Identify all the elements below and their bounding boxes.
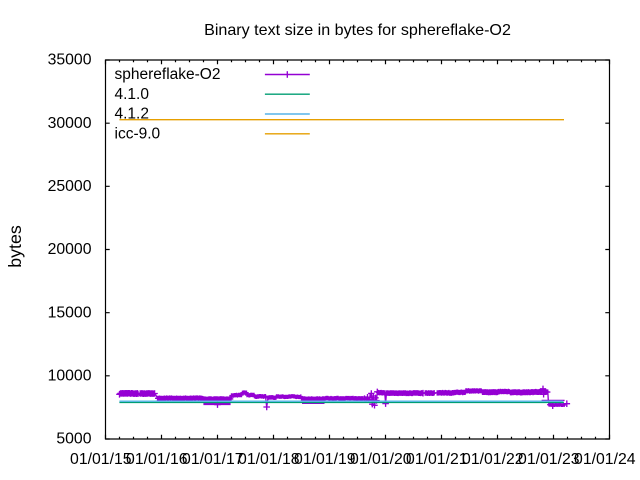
svg-text:01/01/23: 01/01/23	[518, 451, 580, 468]
svg-text:icc-9.0: icc-9.0	[115, 126, 161, 143]
svg-text:01/01/24: 01/01/24	[574, 451, 636, 468]
svg-text:01/01/20: 01/01/20	[350, 451, 412, 468]
svg-text:01/01/17: 01/01/17	[182, 451, 244, 468]
svg-text:sphereflake-O2: sphereflake-O2	[115, 66, 221, 83]
svg-text:01/01/21: 01/01/21	[406, 451, 468, 468]
svg-text:35000: 35000	[48, 52, 92, 69]
svg-text:5000: 5000	[56, 431, 91, 448]
svg-text:01/01/22: 01/01/22	[462, 451, 524, 468]
svg-text:15000: 15000	[48, 304, 92, 321]
svg-text:01/01/19: 01/01/19	[294, 451, 356, 468]
svg-text:25000: 25000	[48, 178, 92, 195]
svg-text:4.1.2: 4.1.2	[115, 106, 149, 123]
svg-text:01/01/16: 01/01/16	[126, 451, 188, 468]
svg-text:bytes: bytes	[5, 225, 25, 268]
svg-text:10000: 10000	[48, 368, 92, 385]
svg-text:4.1.0: 4.1.0	[115, 86, 150, 103]
svg-text:Binary text size in bytes for: Binary text size in bytes for sphereflak…	[204, 21, 511, 39]
svg-text:20000: 20000	[48, 241, 92, 258]
svg-text:01/01/18: 01/01/18	[238, 451, 300, 468]
svg-text:30000: 30000	[48, 115, 92, 132]
svg-text:01/01/15: 01/01/15	[70, 451, 132, 468]
